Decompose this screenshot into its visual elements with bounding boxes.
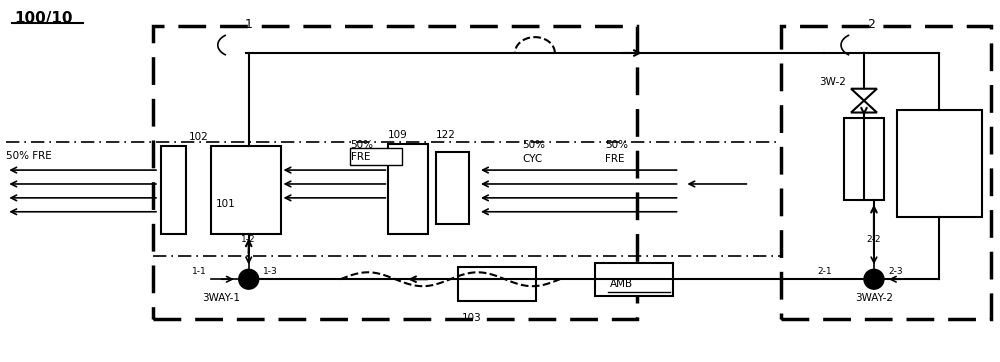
Text: FRE: FRE bbox=[605, 154, 624, 164]
Circle shape bbox=[864, 269, 884, 289]
Circle shape bbox=[239, 269, 259, 289]
Bar bbox=[781, 26, 991, 319]
Text: 100/10: 100/10 bbox=[14, 11, 73, 26]
Bar bbox=[458, 267, 536, 301]
Bar bbox=[388, 144, 428, 233]
Polygon shape bbox=[851, 89, 877, 101]
Text: FRE: FRE bbox=[351, 152, 371, 162]
Bar bbox=[153, 26, 637, 319]
Text: 102: 102 bbox=[189, 132, 209, 142]
Text: AMB: AMB bbox=[610, 279, 633, 289]
Text: 1-1: 1-1 bbox=[192, 267, 207, 276]
Text: 50%: 50% bbox=[605, 140, 628, 150]
Text: 2-2: 2-2 bbox=[866, 235, 880, 244]
Text: 2: 2 bbox=[867, 18, 875, 31]
Text: 2-1: 2-1 bbox=[817, 267, 832, 276]
Bar bbox=[595, 264, 673, 296]
Text: 1: 1 bbox=[245, 18, 253, 31]
Text: 103: 103 bbox=[462, 313, 482, 323]
Text: 1-2: 1-2 bbox=[241, 235, 255, 244]
Text: 50%: 50% bbox=[522, 140, 545, 150]
Text: 1-3: 1-3 bbox=[263, 267, 277, 276]
Bar bbox=[211, 146, 281, 233]
Bar bbox=[350, 148, 402, 165]
Polygon shape bbox=[851, 101, 877, 113]
Bar bbox=[161, 146, 186, 233]
Text: 50%: 50% bbox=[350, 140, 373, 150]
Text: 109: 109 bbox=[387, 130, 407, 140]
Text: 3WAY-1: 3WAY-1 bbox=[202, 293, 240, 303]
Text: 3W-2: 3W-2 bbox=[819, 77, 846, 87]
Text: 50% FRE: 50% FRE bbox=[6, 151, 52, 161]
Text: 2-3: 2-3 bbox=[888, 267, 903, 276]
Bar bbox=[897, 110, 982, 217]
Text: 101: 101 bbox=[216, 199, 236, 209]
Bar bbox=[436, 152, 469, 224]
Text: 122: 122 bbox=[436, 130, 456, 140]
Text: 3WAY-2: 3WAY-2 bbox=[855, 293, 893, 303]
Text: CYC: CYC bbox=[522, 154, 542, 164]
Bar bbox=[844, 118, 884, 200]
